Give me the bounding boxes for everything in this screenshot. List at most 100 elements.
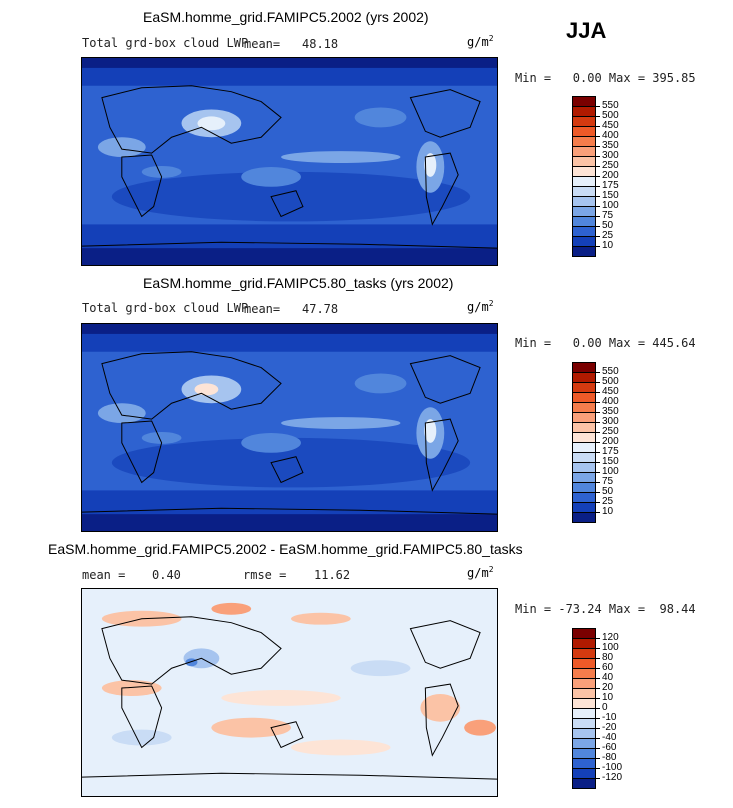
colorbar-tick xyxy=(596,216,600,217)
colorbar-tick xyxy=(596,116,600,117)
colorbar-tick xyxy=(596,226,600,227)
colorbar-tick xyxy=(596,196,600,197)
colorbar-label: 100 xyxy=(602,642,619,653)
colorbar-tick xyxy=(596,432,600,433)
colorbar-label: 175 xyxy=(602,180,619,191)
colorbar-label: 450 xyxy=(602,120,619,131)
colorbar-tick xyxy=(596,708,600,709)
colorbar-label: 300 xyxy=(602,150,619,161)
colorbar-label: -100 xyxy=(602,762,623,773)
colorbar-tick xyxy=(596,422,600,423)
colorbar-tick xyxy=(596,136,600,137)
colorbar-tick xyxy=(596,472,600,473)
colorbar-tick xyxy=(596,382,600,383)
colorbar-tick xyxy=(596,236,600,237)
colorbar-label: 75 xyxy=(602,476,614,487)
panel3-minmax: Min = -73.24 Max = 98.44 xyxy=(515,602,696,616)
colorbar-label: -80 xyxy=(602,752,617,763)
colorbar-label: 175 xyxy=(602,446,619,457)
colorbar-label: 500 xyxy=(602,376,619,387)
colorbar-label: 50 xyxy=(602,486,614,497)
panel1-title: EaSM.homme_grid.FAMIPC5.2002 (yrs 2002) xyxy=(143,9,429,25)
colorbar-label: 100 xyxy=(602,200,619,211)
colorbar-tick xyxy=(596,778,600,779)
colorbar-tick xyxy=(596,402,600,403)
colorbar-label: 200 xyxy=(602,170,619,181)
panel3-title: EaSM.homme_grid.FAMIPC5.2002 - EaSM.homm… xyxy=(48,541,523,557)
panel3-rmse-label: rmse = xyxy=(243,568,287,582)
colorbar-tick xyxy=(596,412,600,413)
colorbar-tick xyxy=(596,698,600,699)
panel3-mean-value: 0.40 xyxy=(152,568,181,582)
colorbar-label: 120 xyxy=(602,632,619,643)
colorbar-label: -40 xyxy=(602,732,617,743)
colorbar-tick xyxy=(596,688,600,689)
colorbar-tick xyxy=(596,146,600,147)
colorbar-tick xyxy=(596,246,600,247)
panel1-mean-label: mean= xyxy=(244,37,281,51)
colorbar-label: 100 xyxy=(602,466,619,477)
colorbar-tick xyxy=(596,658,600,659)
colorbar-label: 500 xyxy=(602,110,619,121)
colorbar-tick xyxy=(596,442,600,443)
colorbar-tick xyxy=(596,166,600,167)
colorbar-label: 250 xyxy=(602,160,619,171)
colorbar-swatch xyxy=(572,778,596,789)
colorbar-label: 550 xyxy=(602,366,619,377)
colorbar-label: -120 xyxy=(602,772,623,783)
colorbar-label: 350 xyxy=(602,140,619,151)
colorbar-tick xyxy=(596,668,600,669)
colorbar-tick xyxy=(596,462,600,463)
colorbar-label: 400 xyxy=(602,396,619,407)
panel2-mean-label: mean= xyxy=(244,302,281,316)
colorbar-label: 50 xyxy=(602,220,614,231)
panel2-title: EaSM.homme_grid.FAMIPC5.80_tasks (yrs 20… xyxy=(143,275,454,291)
colorbar-tick xyxy=(596,392,600,393)
colorbar-tick xyxy=(596,156,600,157)
colorbar-label: 25 xyxy=(602,230,614,241)
panel1-variable: Total grd-box cloud LWP xyxy=(82,36,249,50)
colorbar-tick xyxy=(596,206,600,207)
panel2-variable: Total grd-box cloud LWP xyxy=(82,301,249,315)
colorbar-label: 20 xyxy=(602,682,614,693)
colorbar-tick xyxy=(596,748,600,749)
panel1-map-field xyxy=(82,58,497,265)
colorbar-label: 200 xyxy=(602,436,619,447)
panel2-units: g/m2 xyxy=(467,299,494,314)
colorbar-tick xyxy=(596,492,600,493)
colorbar-tick xyxy=(596,502,600,503)
colorbar-tick xyxy=(596,176,600,177)
panel3-mean-label: mean = xyxy=(82,568,126,582)
colorbar-tick xyxy=(596,452,600,453)
colorbar-label: 0 xyxy=(602,702,608,713)
colorbar-tick xyxy=(596,512,600,513)
colorbar-label: 400 xyxy=(602,130,619,141)
season-label: JJA xyxy=(566,18,607,43)
colorbar-label: 10 xyxy=(602,692,614,703)
colorbar-tick xyxy=(596,638,600,639)
colorbar-tick xyxy=(596,738,600,739)
colorbar-tick xyxy=(596,106,600,107)
colorbar-tick xyxy=(596,186,600,187)
colorbar-label: 300 xyxy=(602,416,619,427)
colorbar-tick xyxy=(596,718,600,719)
colorbar-label: 150 xyxy=(602,190,619,201)
panel2-map-field xyxy=(82,324,497,531)
colorbar-label: -20 xyxy=(602,722,617,733)
panel2-minmax: Min = 0.00 Max = 445.64 xyxy=(515,336,696,350)
colorbar-label: 10 xyxy=(602,240,614,251)
panel3-map-field xyxy=(82,589,497,796)
colorbar-label: 450 xyxy=(602,386,619,397)
colorbar-tick xyxy=(596,728,600,729)
panel1-map xyxy=(81,57,498,266)
panel2-mean-value: 47.78 xyxy=(302,302,339,316)
colorbar-tick xyxy=(596,126,600,127)
colorbar-label: 75 xyxy=(602,210,614,221)
colorbar-tick xyxy=(596,758,600,759)
colorbar-swatch xyxy=(572,512,596,523)
panel3-map xyxy=(81,588,498,797)
colorbar-tick xyxy=(596,372,600,373)
colorbar-label: 250 xyxy=(602,426,619,437)
colorbar-label: 60 xyxy=(602,662,614,673)
colorbar-tick xyxy=(596,648,600,649)
